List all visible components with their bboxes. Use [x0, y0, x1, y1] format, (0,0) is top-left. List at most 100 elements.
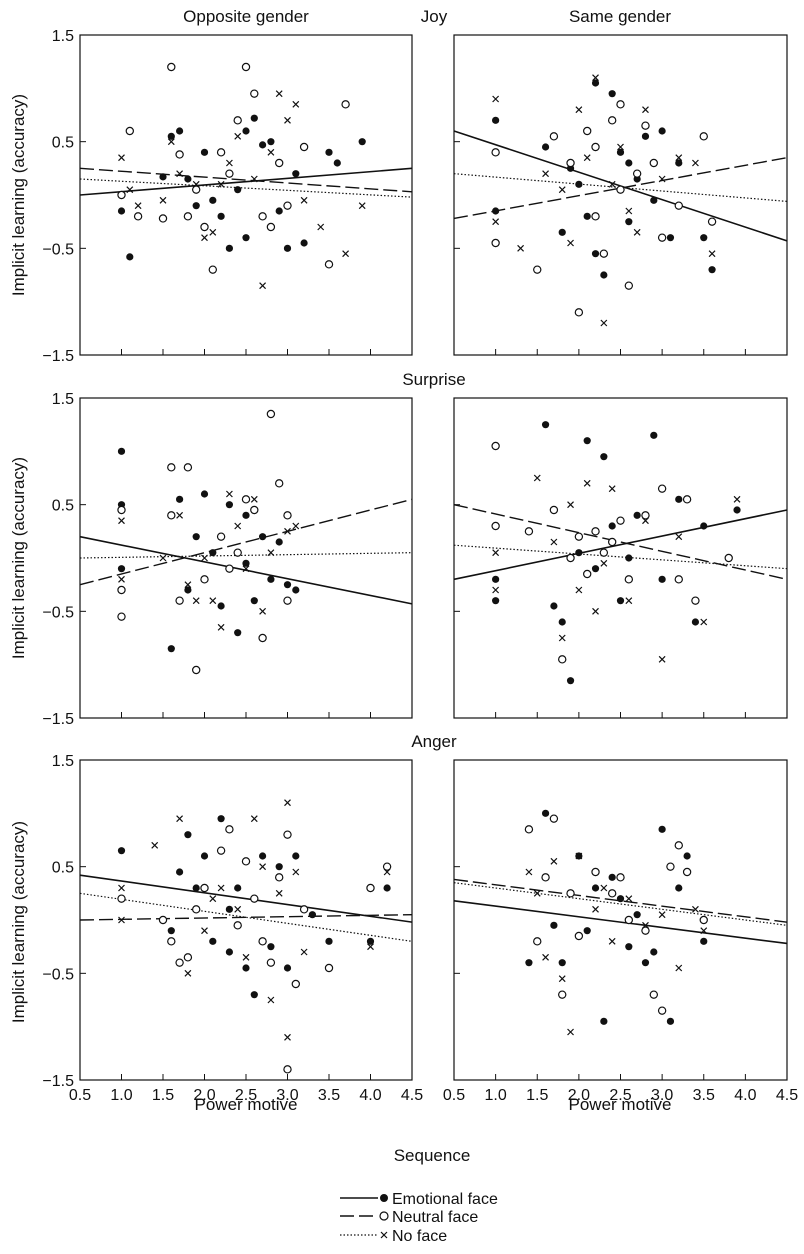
point-noface	[167, 138, 175, 146]
point-noface	[267, 996, 275, 1004]
fit-line-noface	[79, 892, 413, 942]
panel-surprise-same-gender	[453, 397, 788, 719]
point-noface	[201, 927, 208, 935]
point-noface	[642, 921, 649, 929]
point-neutral	[183, 212, 193, 221]
legend: Sequence Emotional face Neutral face No …	[340, 1146, 498, 1245]
point-neutral	[607, 889, 617, 898]
point-noface	[658, 911, 666, 919]
row-title-anger: Anger	[411, 732, 457, 751]
point-noface	[275, 90, 283, 98]
point-noface	[192, 180, 200, 188]
point-neutral	[200, 883, 209, 893]
point-emotional	[259, 141, 267, 149]
point-neutral	[158, 915, 168, 925]
point-neutral	[691, 596, 700, 605]
point-emotional	[625, 159, 633, 167]
x-tick-label: 4.0	[734, 1087, 756, 1104]
point-emotional	[283, 964, 292, 972]
point-noface	[284, 116, 291, 124]
point-noface	[600, 319, 608, 327]
point-emotional	[184, 175, 192, 183]
point-neutral	[641, 121, 650, 130]
point-neutral	[682, 867, 692, 877]
point-noface	[317, 223, 325, 231]
point-neutral	[175, 150, 184, 159]
point-noface	[575, 586, 583, 594]
point-emotional	[292, 586, 300, 594]
point-noface	[234, 905, 242, 913]
point-neutral	[225, 564, 234, 573]
point-emotional	[358, 138, 366, 146]
fit-line-noface	[79, 178, 413, 198]
point-emotional	[275, 538, 283, 546]
point-neutral	[200, 575, 209, 584]
point-neutral	[275, 158, 284, 168]
point-noface	[284, 527, 291, 535]
point-neutral	[641, 511, 650, 520]
panel-anger-same-gender: 0.5 1.0 1.5 2.0 2.5 3.0 3.5 4.0 4.5	[443, 759, 798, 1104]
point-neutral	[216, 532, 226, 541]
point-emotional	[700, 234, 708, 242]
x-tick-label: 3.5	[318, 1087, 340, 1104]
point-neutral	[649, 158, 659, 168]
fit-line-emotional	[79, 167, 413, 196]
y-tick-label: 0.5	[52, 135, 74, 152]
point-noface	[176, 511, 184, 519]
point-neutral	[291, 979, 300, 989]
point-noface	[633, 228, 641, 236]
y-tick-label: −1.5	[42, 711, 74, 728]
x-tick-label: 4.5	[401, 1087, 423, 1104]
point-neutral	[283, 596, 292, 605]
point-neutral	[707, 217, 717, 226]
point-noface	[209, 228, 217, 236]
point-noface	[242, 565, 250, 573]
y-tick-label: −0.5	[42, 604, 74, 621]
point-neutral	[216, 148, 226, 157]
panel-frame	[79, 397, 413, 719]
point-emotional	[167, 927, 175, 935]
point-neutral	[599, 548, 609, 557]
point-neutral	[491, 148, 500, 157]
point-emotional	[383, 884, 391, 892]
point-noface	[600, 884, 608, 892]
point-emotional	[675, 495, 683, 503]
point-emotional	[259, 852, 267, 860]
point-emotional	[325, 937, 333, 945]
point-noface	[242, 953, 250, 961]
point-noface	[642, 517, 649, 525]
point-noface	[558, 186, 566, 194]
point-noface	[118, 575, 125, 583]
point-emotional	[675, 884, 683, 892]
point-noface	[267, 549, 275, 557]
point-emotional	[242, 964, 250, 972]
point-noface	[259, 282, 267, 290]
legend-label-noface: No face	[392, 1228, 447, 1245]
point-noface	[692, 159, 699, 167]
point-emotional	[184, 586, 192, 594]
point-emotional	[616, 597, 625, 605]
point-emotional	[700, 937, 708, 945]
point-neutral	[682, 495, 692, 504]
point-noface	[300, 948, 308, 956]
point-neutral	[566, 553, 575, 563]
x-axis-label-right: Power motive	[569, 1095, 672, 1114]
point-emotional	[225, 501, 233, 509]
point-emotional	[492, 116, 500, 124]
point-emotional	[583, 437, 591, 445]
point-noface	[658, 655, 666, 663]
point-emotional	[250, 114, 258, 122]
y-tick-label: −0.5	[42, 241, 74, 258]
point-noface	[675, 964, 683, 972]
point-emotional	[333, 159, 341, 167]
point-noface	[625, 207, 633, 215]
point-neutral	[258, 937, 267, 946]
point-emotional	[225, 244, 233, 252]
point-neutral	[216, 846, 226, 855]
point-neutral	[275, 873, 284, 882]
point-emotional	[176, 495, 184, 503]
point-noface	[642, 106, 649, 114]
point-neutral	[566, 889, 575, 898]
point-neutral	[158, 214, 168, 223]
point-neutral	[616, 100, 625, 109]
